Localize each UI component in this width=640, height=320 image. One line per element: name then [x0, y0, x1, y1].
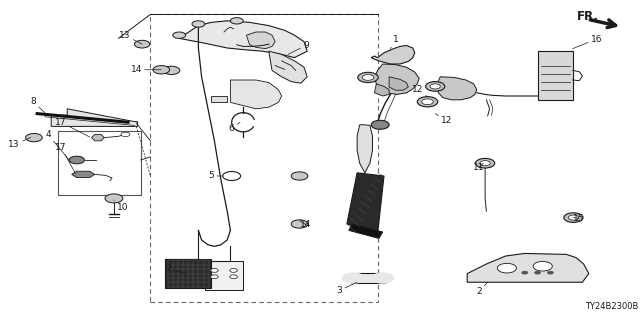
Circle shape: [173, 32, 186, 38]
Circle shape: [26, 133, 42, 142]
Circle shape: [105, 194, 123, 203]
Circle shape: [230, 275, 237, 279]
Polygon shape: [246, 32, 275, 49]
Circle shape: [426, 82, 445, 91]
Text: 3: 3: [337, 282, 357, 295]
Circle shape: [69, 156, 84, 164]
Circle shape: [211, 268, 218, 272]
Text: 15: 15: [573, 214, 585, 223]
Polygon shape: [51, 109, 138, 126]
Text: 9: 9: [288, 41, 308, 54]
Polygon shape: [374, 64, 419, 94]
Polygon shape: [357, 125, 372, 173]
Bar: [58, 131, 141, 195]
Text: 17: 17: [55, 118, 90, 137]
Circle shape: [522, 271, 528, 274]
Circle shape: [422, 99, 433, 105]
Circle shape: [547, 271, 554, 274]
Polygon shape: [165, 259, 211, 288]
Text: 12: 12: [412, 85, 428, 97]
Polygon shape: [211, 96, 227, 102]
Circle shape: [362, 75, 374, 80]
Text: 5: 5: [209, 172, 223, 180]
Text: 2: 2: [476, 282, 488, 296]
Circle shape: [480, 161, 490, 166]
Circle shape: [153, 66, 170, 74]
Polygon shape: [349, 224, 383, 238]
Polygon shape: [538, 51, 573, 100]
Circle shape: [476, 158, 495, 168]
Polygon shape: [351, 273, 385, 283]
Text: 4: 4: [45, 130, 69, 160]
Circle shape: [358, 72, 378, 83]
Polygon shape: [371, 45, 415, 64]
Circle shape: [163, 66, 180, 75]
Circle shape: [371, 272, 394, 284]
Circle shape: [533, 261, 552, 271]
Circle shape: [121, 132, 130, 137]
Text: 11: 11: [473, 163, 484, 172]
Polygon shape: [72, 171, 95, 178]
Circle shape: [211, 275, 218, 279]
Circle shape: [223, 172, 241, 180]
Text: 6: 6: [229, 122, 240, 133]
Text: 8: 8: [31, 97, 45, 113]
Text: 12: 12: [435, 114, 452, 125]
Circle shape: [497, 263, 516, 273]
Polygon shape: [467, 253, 589, 282]
Circle shape: [342, 272, 365, 284]
Polygon shape: [230, 80, 282, 109]
Text: 13: 13: [8, 138, 31, 149]
Circle shape: [417, 97, 438, 107]
Text: 10: 10: [114, 200, 129, 212]
Circle shape: [230, 18, 243, 24]
Circle shape: [230, 268, 237, 272]
Circle shape: [134, 40, 150, 48]
Text: TY24B2300B: TY24B2300B: [586, 302, 639, 311]
Polygon shape: [179, 21, 307, 58]
Circle shape: [192, 21, 205, 27]
Polygon shape: [269, 51, 307, 83]
Circle shape: [430, 84, 440, 89]
Circle shape: [568, 215, 579, 220]
Circle shape: [291, 220, 308, 228]
Polygon shape: [436, 77, 477, 100]
Polygon shape: [205, 261, 243, 290]
Text: 7: 7: [165, 264, 186, 274]
Text: 1: 1: [390, 36, 398, 49]
Text: 14: 14: [300, 220, 312, 229]
Circle shape: [534, 271, 541, 274]
Bar: [150, 14, 378, 302]
Text: FR.: FR.: [577, 10, 599, 23]
Text: 17: 17: [55, 143, 76, 173]
Polygon shape: [92, 134, 104, 141]
Text: 13: 13: [119, 31, 142, 44]
Text: 16: 16: [573, 35, 602, 49]
Circle shape: [291, 172, 308, 180]
Circle shape: [564, 213, 583, 222]
Circle shape: [371, 120, 389, 129]
Polygon shape: [389, 77, 408, 90]
Polygon shape: [374, 84, 389, 96]
Polygon shape: [347, 173, 384, 234]
Text: 14: 14: [131, 65, 161, 74]
